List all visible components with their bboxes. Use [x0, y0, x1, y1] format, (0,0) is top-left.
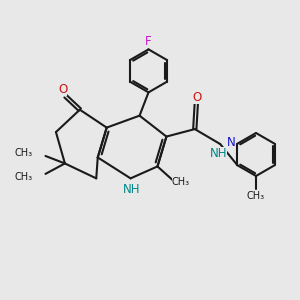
Text: O: O — [192, 91, 202, 103]
Text: CH₃: CH₃ — [172, 177, 190, 187]
Text: CH₃: CH₃ — [15, 172, 33, 182]
Text: NH: NH — [123, 183, 141, 196]
Text: NH: NH — [210, 147, 227, 160]
Text: O: O — [58, 83, 67, 96]
Text: N: N — [226, 136, 235, 149]
Text: CH₃: CH₃ — [247, 191, 265, 201]
Text: CH₃: CH₃ — [15, 148, 33, 158]
Text: F: F — [145, 34, 152, 47]
